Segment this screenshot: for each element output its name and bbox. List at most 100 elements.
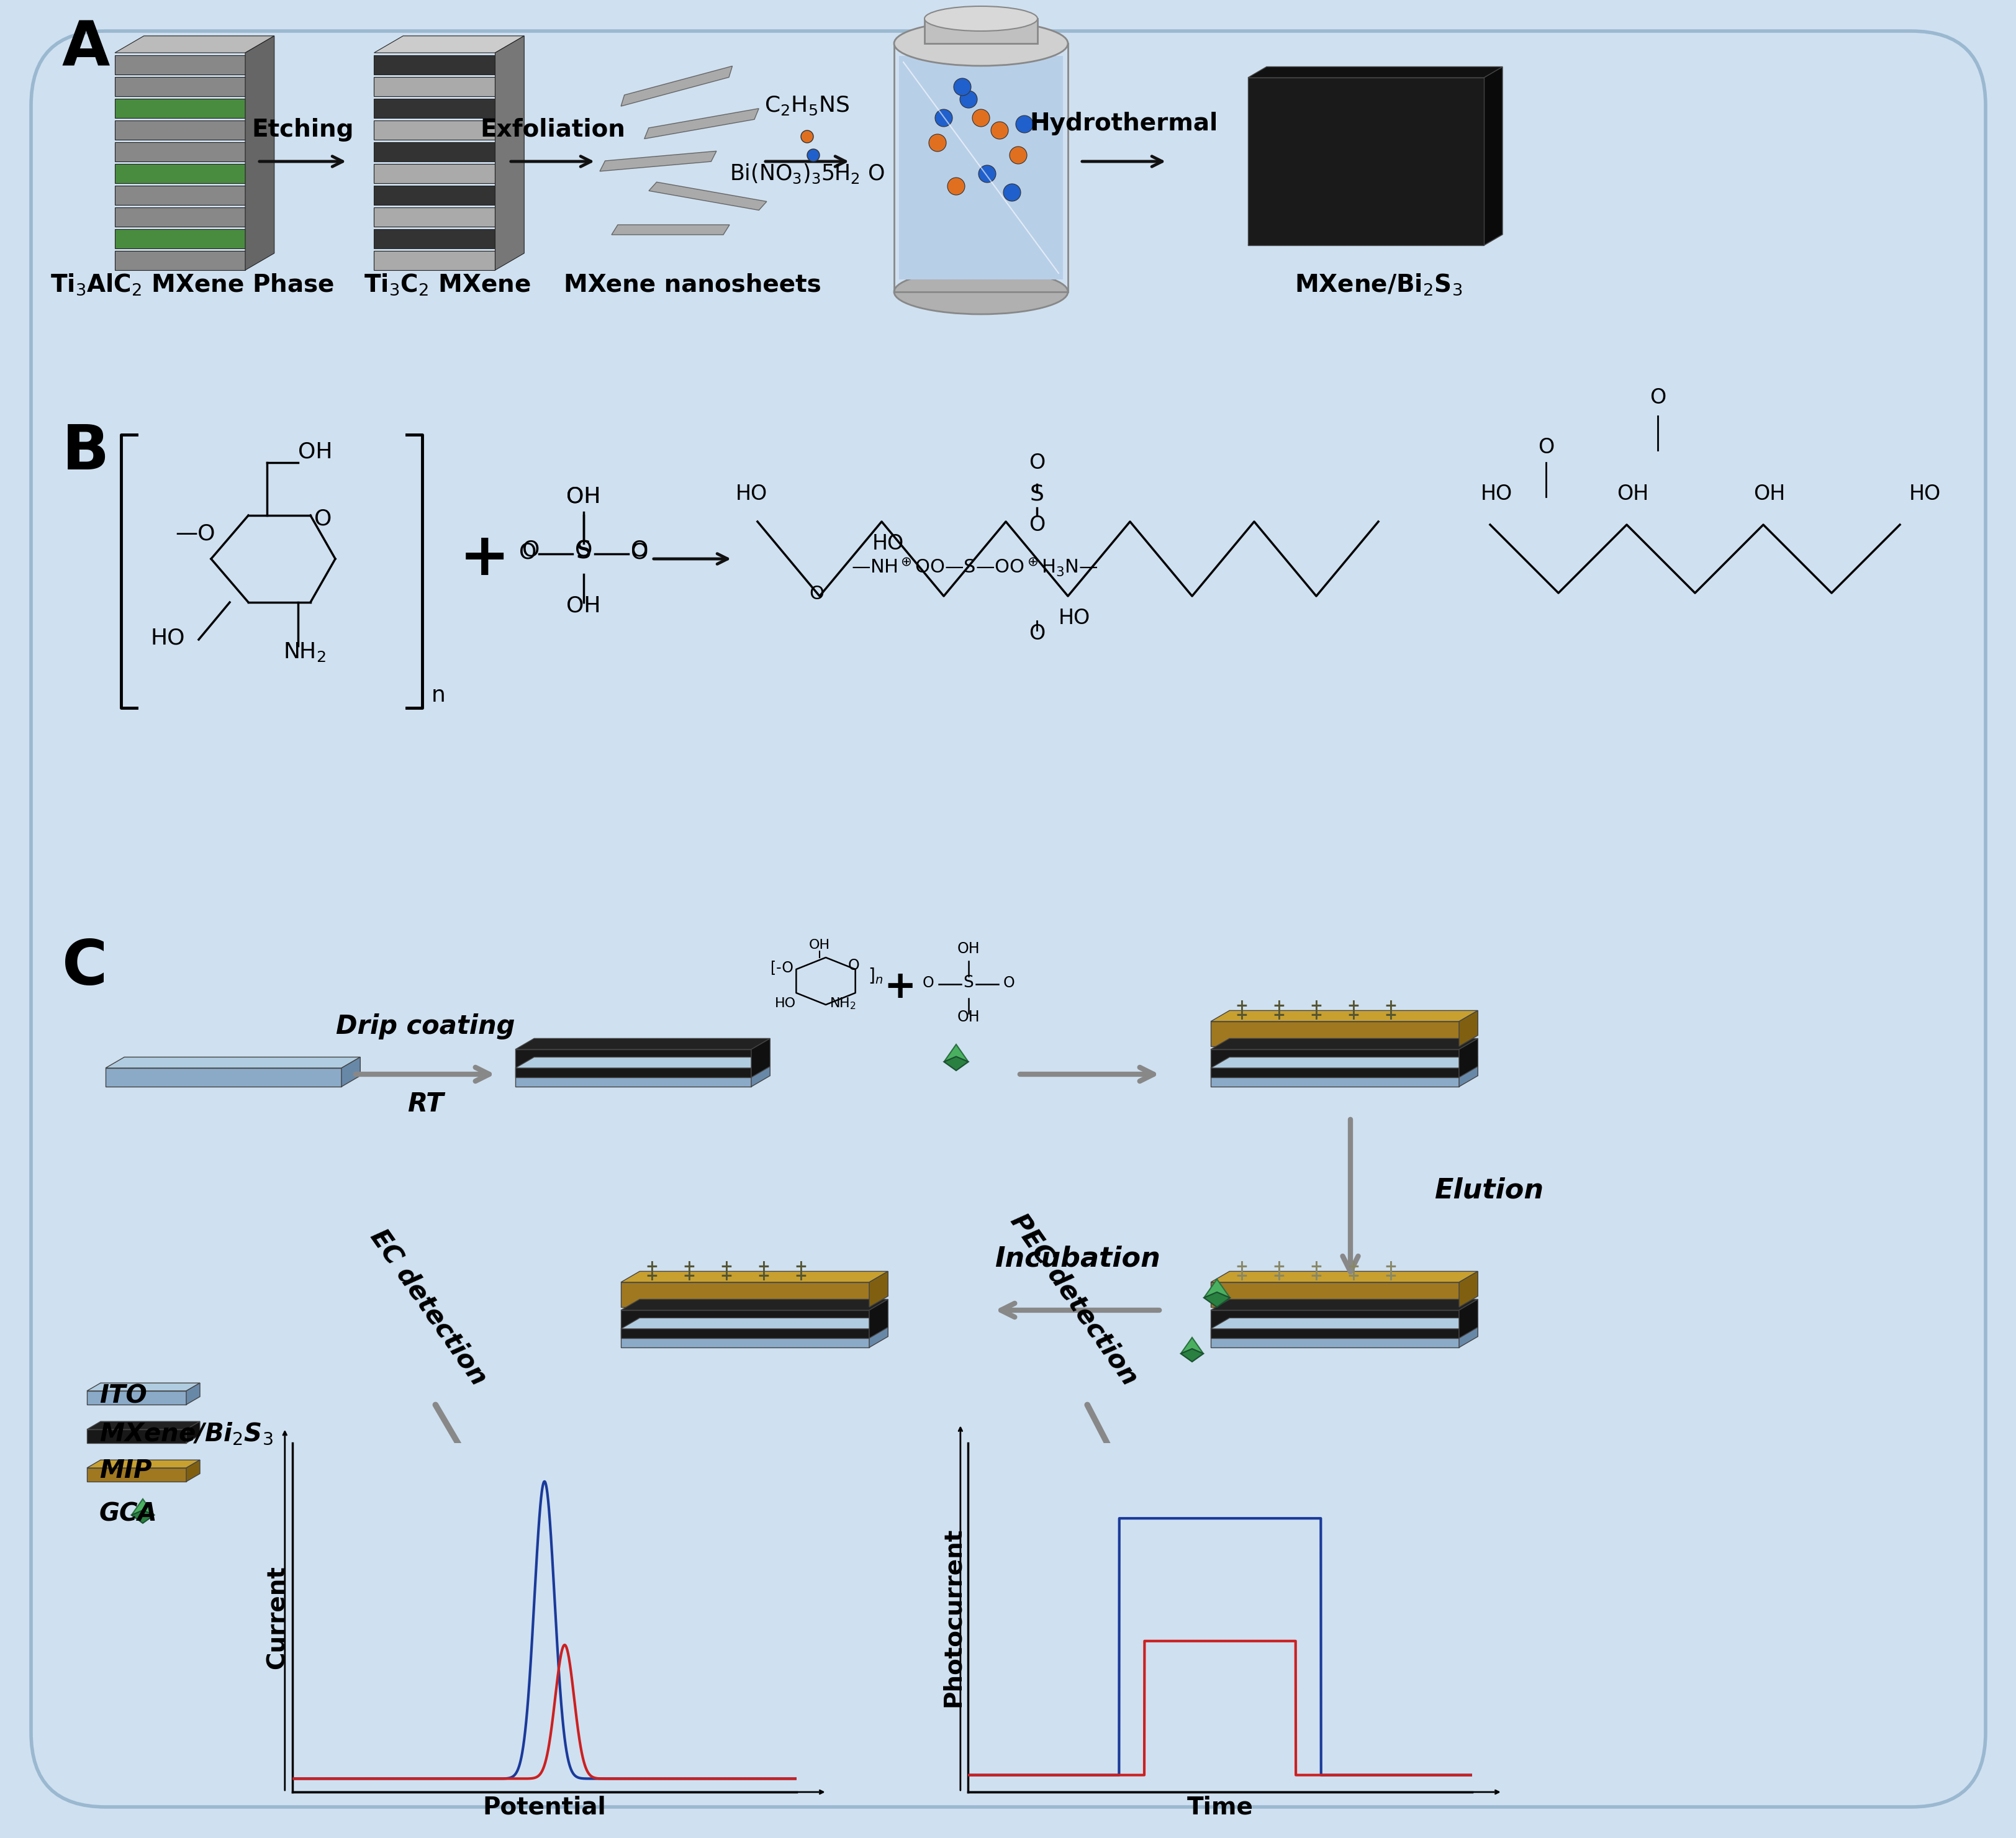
Text: S: S [1030,483,1044,504]
Polygon shape [115,186,246,204]
Ellipse shape [893,20,1068,66]
Polygon shape [1484,66,1502,244]
Text: MIP: MIP [99,1459,151,1483]
Polygon shape [1460,1011,1478,1046]
Polygon shape [599,151,716,171]
Text: +: + [683,1268,696,1283]
Polygon shape [516,1057,770,1068]
Text: Drip coating: Drip coating [337,1013,514,1040]
Y-axis label: Photocurrent: Photocurrent [941,1527,964,1708]
Text: ]$_n$: ]$_n$ [867,967,883,985]
Polygon shape [1181,1338,1204,1353]
Text: HO: HO [736,483,766,504]
Polygon shape [621,1318,887,1329]
Text: O: O [575,539,593,561]
Polygon shape [373,77,496,96]
Polygon shape [115,77,246,96]
Text: HO: HO [1909,483,1939,504]
Text: OH: OH [958,1009,980,1024]
Polygon shape [115,164,246,184]
Polygon shape [87,1391,185,1404]
Text: HO: HO [1058,608,1091,629]
Polygon shape [869,1299,887,1338]
Text: MXene nanosheets: MXene nanosheets [562,274,821,296]
Polygon shape [899,55,1062,279]
Text: O: O [1028,515,1044,535]
Text: O: O [518,542,536,562]
Text: Ti$_3$AlC$_2$ MXene Phase: Ti$_3$AlC$_2$ MXene Phase [50,272,335,298]
Text: A: A [62,18,111,79]
Text: MXene/Bi$_2$S$_3$: MXene/Bi$_2$S$_3$ [1294,272,1462,298]
Text: OH: OH [566,487,601,507]
Polygon shape [943,1057,968,1070]
Text: MXene/Bi$_2$S$_3$: MXene/Bi$_2$S$_3$ [99,1421,272,1447]
Text: O: O [1538,437,1554,458]
Circle shape [978,165,996,182]
Text: O: O [808,584,825,603]
Text: O: O [921,976,933,991]
Text: OH: OH [1754,483,1784,504]
Polygon shape [185,1382,200,1404]
Text: +: + [1383,1259,1397,1274]
Text: Hydrothermal: Hydrothermal [1030,112,1218,136]
Text: HO: HO [774,998,796,1009]
Polygon shape [1204,1292,1230,1307]
Text: +: + [794,1259,806,1274]
Text: +: + [1347,1007,1359,1022]
FancyBboxPatch shape [30,31,1986,1807]
Text: O: O [631,542,647,562]
Text: S: S [577,539,591,561]
Polygon shape [115,55,246,75]
Text: Bi(NO$_3$)$_3$5H$_2$ O: Bi(NO$_3$)$_3$5H$_2$ O [730,162,885,186]
Polygon shape [621,66,732,107]
Text: [-O: [-O [770,959,794,974]
Circle shape [1004,184,1020,200]
Polygon shape [373,121,496,140]
Polygon shape [115,252,246,270]
Text: Elution: Elution [1433,1178,1542,1204]
Polygon shape [341,1057,361,1086]
Polygon shape [246,37,274,270]
Polygon shape [87,1459,200,1469]
Text: OH: OH [958,941,980,956]
Circle shape [929,134,946,151]
Text: +: + [1272,1007,1284,1022]
Polygon shape [373,230,496,248]
Polygon shape [115,142,246,162]
Polygon shape [115,37,274,53]
Text: +: + [1272,998,1284,1013]
Polygon shape [621,1329,869,1347]
Text: O: O [522,539,540,561]
Text: +: + [756,1268,770,1283]
Text: +: + [1272,1259,1284,1274]
Text: GCA: GCA [99,1502,157,1527]
Text: Exfoliation: Exfoliation [480,118,625,142]
Text: +: + [1272,1268,1284,1283]
Polygon shape [373,208,496,226]
Polygon shape [115,121,246,140]
Text: C$_2$H$_5$NS: C$_2$H$_5$NS [764,96,849,118]
Polygon shape [869,1272,887,1307]
Text: +: + [1308,1259,1322,1274]
Polygon shape [131,1511,153,1524]
Text: +: + [1236,1007,1248,1022]
Text: RT: RT [407,1092,444,1118]
Polygon shape [1460,1318,1478,1347]
Text: +: + [1347,1268,1359,1283]
Polygon shape [611,224,730,235]
Text: OH: OH [566,596,601,616]
Text: Incubation: Incubation [994,1246,1159,1272]
Text: +: + [794,1268,806,1283]
Text: HO: HO [871,533,903,553]
Polygon shape [185,1421,200,1443]
Polygon shape [1248,66,1502,77]
Text: +: + [1383,998,1397,1013]
Ellipse shape [893,270,1068,314]
Text: —NH$^\oplus$OO—S—OO$^\oplus$H$_3$N—: —NH$^\oplus$OO—S—OO$^\oplus$H$_3$N— [851,555,1099,577]
Text: PEC detection: PEC detection [1004,1209,1143,1390]
Text: +: + [1347,998,1359,1013]
Text: +: + [645,1268,657,1283]
Circle shape [1010,147,1026,164]
Polygon shape [621,1272,887,1283]
Polygon shape [923,18,1036,44]
